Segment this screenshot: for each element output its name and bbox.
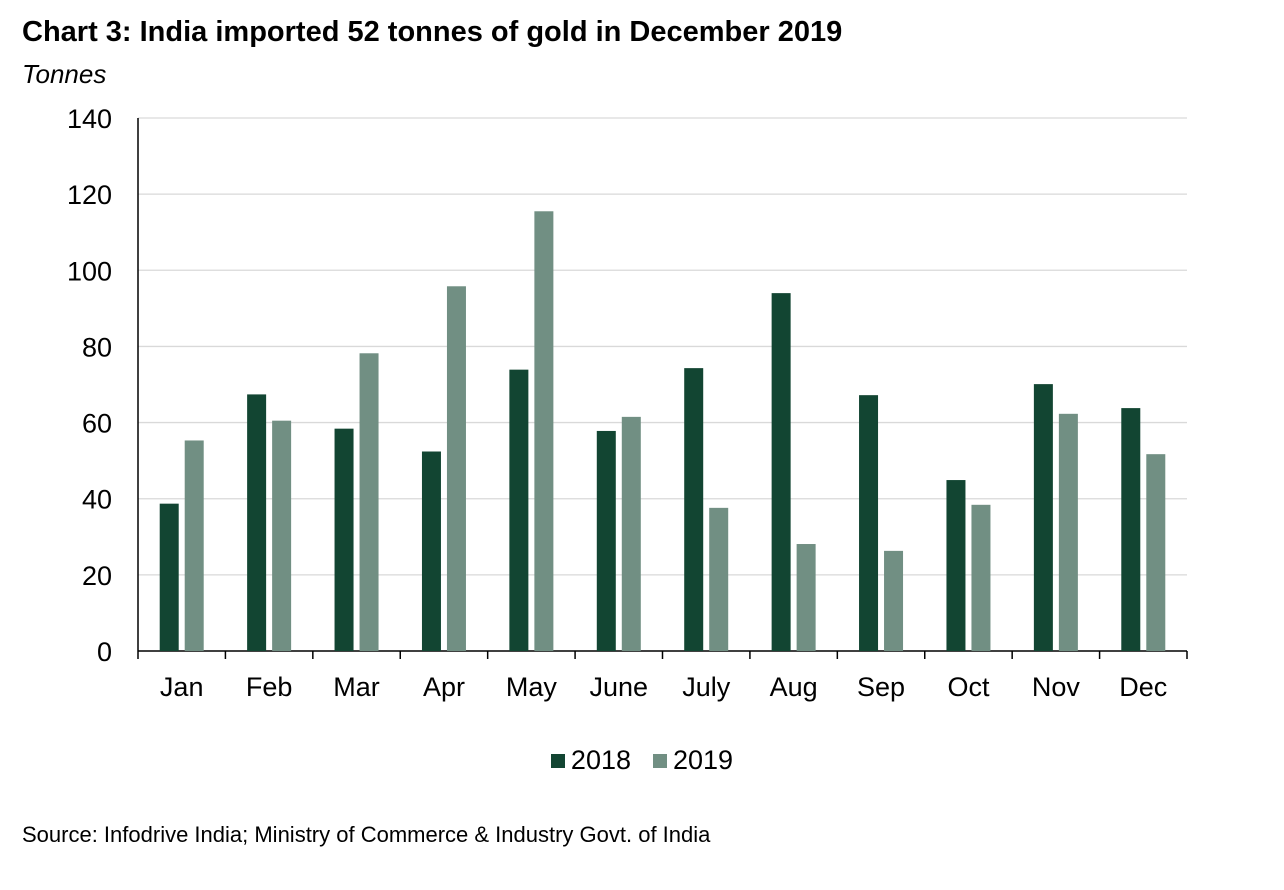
x-tick-label: Aug	[770, 672, 818, 702]
y-tick-label: 0	[97, 637, 112, 667]
bar-2018-jan	[159, 503, 179, 651]
bar-2019-feb	[272, 420, 292, 651]
bar-2018-sep	[859, 395, 879, 651]
bar-2019-sep	[884, 550, 904, 651]
x-tick-label: July	[682, 672, 731, 702]
x-tick-label: Apr	[423, 672, 465, 702]
y-tick-label: 60	[82, 409, 112, 439]
y-tick-label: 80	[82, 332, 112, 362]
bar-2018-june	[596, 430, 616, 651]
x-tick-label: Sep	[857, 672, 905, 702]
bar-2019-nov	[1058, 413, 1078, 651]
bar-2018-mar	[334, 428, 354, 651]
bar-2018-aug	[771, 293, 791, 651]
bar-2019-aug	[796, 544, 816, 651]
y-tick-label: 40	[82, 485, 112, 515]
bar-2019-apr	[446, 286, 466, 651]
source-note: Source: Infodrive India; Ministry of Com…	[22, 822, 711, 847]
legend-item-2019: 2019	[653, 745, 733, 776]
bar-2019-may	[534, 211, 554, 651]
y-tick-label: 120	[67, 180, 112, 210]
legend-swatch-2018	[550, 753, 565, 768]
legend-item-2018: 2018	[550, 745, 631, 776]
bar-2019-oct	[971, 504, 991, 651]
x-tick-label: May	[506, 672, 558, 702]
bar-2019-july	[709, 507, 729, 651]
y-tick-label: 20	[82, 561, 112, 591]
bar-2018-july	[684, 368, 704, 651]
chart-title: Chart 3: India imported 52 tonnes of gol…	[22, 16, 843, 48]
x-tick-label: Feb	[246, 672, 293, 702]
bar-2019-june	[621, 416, 641, 651]
bar-2019-jan	[184, 440, 204, 651]
bar-2018-nov	[1033, 384, 1053, 651]
bar-2018-dec	[1121, 408, 1141, 651]
bar-2018-feb	[247, 394, 267, 651]
x-tick-label: June	[590, 672, 649, 702]
legend-label-2019: 2019	[673, 745, 734, 775]
legend-swatch-2019	[653, 753, 667, 768]
legend: 2018 2019	[0, 745, 1284, 776]
x-tick-label: Oct	[947, 672, 990, 702]
bar-2018-may	[509, 369, 529, 651]
x-tick-label: Dec	[1119, 672, 1167, 702]
bar-2019-mar	[359, 353, 379, 651]
bar-2019-dec	[1146, 454, 1166, 651]
x-tick-label: Nov	[1032, 672, 1081, 702]
legend-label-2018: 2018	[570, 745, 631, 775]
x-tick-label: Jan	[160, 672, 204, 702]
bar-2018-oct	[946, 480, 966, 651]
bar-2018-apr	[421, 451, 441, 651]
y-axis-unit-label: Tonnes	[22, 59, 107, 89]
y-tick-label: 140	[67, 104, 112, 134]
y-tick-label: 100	[67, 256, 112, 286]
x-tick-label: Mar	[333, 672, 380, 702]
